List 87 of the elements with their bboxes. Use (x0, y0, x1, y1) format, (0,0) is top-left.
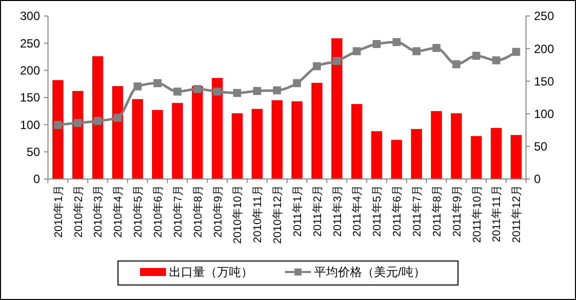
bar (430, 111, 442, 179)
y2-tick-label: 150 (534, 74, 554, 88)
x-tick-label: 2011年9月 (451, 185, 464, 237)
x-tick-label: 2011年12月 (511, 185, 524, 243)
x-tick-label: 2011年1月 (292, 185, 304, 237)
y-tick-label: 50 (26, 145, 40, 160)
x-tick-label: 2010年5月 (132, 185, 145, 238)
legend-label: 出口量（万吨） (169, 265, 253, 280)
x-tick-label: 2011年11月 (491, 185, 504, 242)
point (312, 62, 321, 70)
y2-tick-label: 0 (534, 172, 541, 186)
bar (252, 108, 263, 179)
x-tick-label: 2010年9月 (212, 185, 224, 238)
point (273, 86, 282, 94)
legend-label: 平均价格（美元/吨） (314, 265, 426, 280)
point (54, 120, 62, 129)
point (492, 56, 500, 64)
bar (470, 136, 482, 179)
point (153, 79, 162, 88)
bar (272, 100, 283, 179)
x-tick-label: 2011年3月 (332, 185, 344, 237)
x-tick-label: 2011年6月 (392, 185, 404, 237)
point (292, 79, 301, 88)
bar (371, 131, 382, 179)
x-tick-label: 2011年8月 (431, 185, 444, 237)
point (452, 60, 460, 68)
point (352, 47, 361, 56)
x-tick-label: 2010年6月 (152, 185, 164, 238)
bar (52, 80, 64, 179)
x-tick-label: 2010年4月 (112, 185, 125, 238)
x-tick-label: 2010年11月 (252, 185, 264, 243)
bar (510, 134, 522, 179)
y-tick-label: 150 (20, 90, 40, 105)
x-tick-label: 2011年4月 (352, 185, 364, 237)
bar (112, 86, 124, 179)
bar (411, 129, 422, 179)
point (173, 88, 182, 96)
y-tick-label: 0 (33, 172, 40, 186)
x-tick-label: 2010年8月 (192, 185, 204, 238)
point (233, 88, 242, 97)
point (472, 52, 480, 60)
x-tick-label: 2010年2月 (72, 185, 85, 238)
point (392, 38, 401, 46)
point (193, 85, 202, 94)
bar (291, 101, 302, 179)
point (432, 44, 440, 52)
y-tick-label: 250 (20, 36, 40, 50)
bar (72, 90, 84, 179)
bar (92, 56, 104, 179)
point (213, 88, 222, 96)
point (512, 48, 520, 56)
y-tick-label: 300 (20, 9, 40, 24)
bar (450, 113, 462, 179)
x-tick-label: 2010年3月 (92, 185, 105, 238)
point (332, 56, 341, 65)
x-tick-label: 2011年2月 (312, 185, 324, 237)
x-tick-label: 2011年5月 (372, 185, 384, 237)
point (412, 47, 421, 56)
point (114, 114, 122, 122)
x-tick-label: 2010年12月 (272, 185, 284, 244)
x-tick-label: 2010年7月 (172, 185, 184, 238)
bar (192, 86, 203, 179)
x-tick-label: 2011年10月 (471, 185, 484, 243)
point (372, 40, 381, 48)
x-tick-label: 2010年1月 (52, 185, 65, 238)
bar (311, 82, 322, 179)
y2-tick-label: 200 (534, 42, 554, 56)
point (253, 86, 262, 95)
x-tick-label: 2010年10月 (232, 185, 244, 244)
bar (331, 38, 342, 179)
y2-tick-label: 50 (534, 140, 548, 154)
bar (172, 102, 183, 179)
point (94, 116, 102, 125)
bar (351, 104, 362, 179)
y-tick-label: 200 (20, 64, 40, 78)
bar (212, 78, 223, 179)
point (134, 82, 142, 90)
bar (490, 128, 502, 179)
x-tick-label: 2011年7月 (412, 185, 424, 237)
bar (152, 110, 163, 179)
point (74, 118, 82, 127)
y2-tick-label: 100 (534, 107, 554, 121)
bar (391, 140, 402, 179)
y2-tick-label: 250 (534, 9, 554, 24)
bar (132, 99, 144, 179)
y-tick-label: 100 (20, 118, 40, 132)
bar (232, 113, 243, 179)
